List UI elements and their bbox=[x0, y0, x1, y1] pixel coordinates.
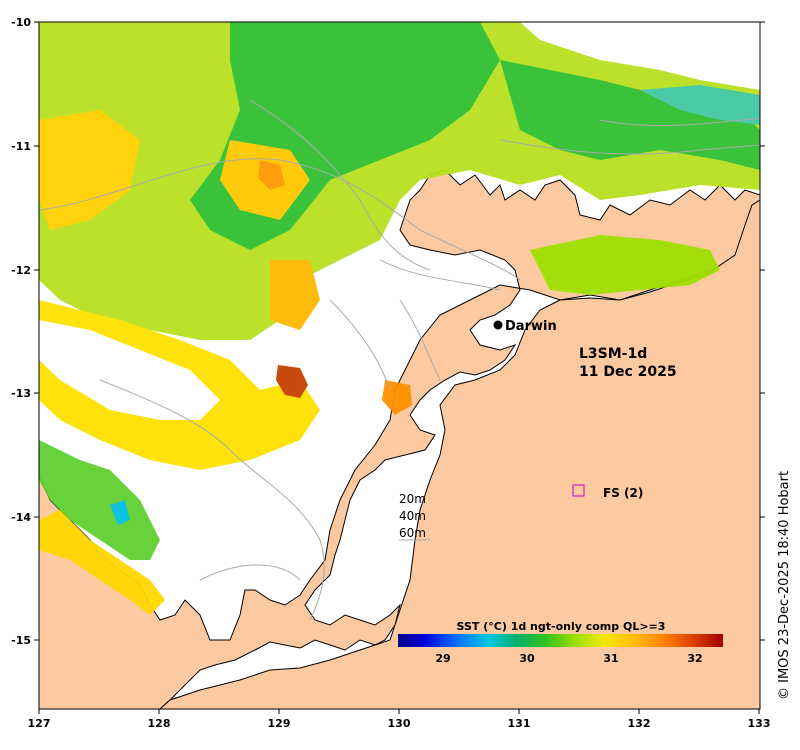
y-tick-neg14: -14 bbox=[11, 511, 31, 524]
sst-swath bbox=[39, 22, 760, 615]
colorbar-tick-32: 32 bbox=[687, 652, 702, 665]
colorbar-tick-30: 30 bbox=[519, 652, 535, 665]
y-tick-neg11: -11 bbox=[11, 140, 31, 153]
depth-contours bbox=[39, 99, 760, 621]
x-tick-129: 129 bbox=[268, 717, 291, 730]
x-tick-128: 128 bbox=[148, 717, 171, 730]
depth-legend-60m: 60m bbox=[399, 526, 426, 540]
station-label: FS (2) bbox=[603, 486, 643, 500]
x-tick-131: 131 bbox=[508, 717, 531, 730]
colorbar-tick-31: 31 bbox=[603, 652, 618, 665]
y-axis: -10 -11 -12 -13 -14 -15 bbox=[11, 16, 765, 647]
product-label-line2: 11 Dec 2025 bbox=[579, 364, 677, 380]
product-label-line1: L3SM-1d bbox=[579, 346, 647, 362]
station-marker bbox=[572, 484, 585, 497]
colorbar-tick-29: 29 bbox=[435, 652, 450, 665]
land-mainland-east bbox=[159, 199, 760, 709]
depth-legend-40m: 40m bbox=[399, 509, 426, 523]
darwin-marker bbox=[493, 320, 503, 330]
x-axis: 127 128 129 130 131 132 133 bbox=[28, 709, 771, 730]
colorbar-title: SST (°C) 1d ngt-only comp QL>=3 bbox=[457, 620, 666, 633]
y-tick-neg15: -15 bbox=[11, 634, 31, 647]
depth-legend-20m: 20m bbox=[399, 492, 426, 506]
y-tick-neg12: -12 bbox=[11, 264, 31, 277]
darwin-label: Darwin bbox=[505, 319, 557, 334]
x-tick-130: 130 bbox=[388, 717, 411, 730]
x-tick-132: 132 bbox=[628, 717, 651, 730]
y-tick-neg10: -10 bbox=[11, 16, 31, 29]
y-tick-neg13: -13 bbox=[11, 387, 31, 400]
colorbar bbox=[398, 634, 723, 647]
x-tick-127: 127 bbox=[28, 717, 51, 730]
imos-credit-text: © IMOS 23-Dec-2025 18:40 Hobart bbox=[777, 470, 792, 700]
x-tick-133: 133 bbox=[748, 717, 771, 730]
